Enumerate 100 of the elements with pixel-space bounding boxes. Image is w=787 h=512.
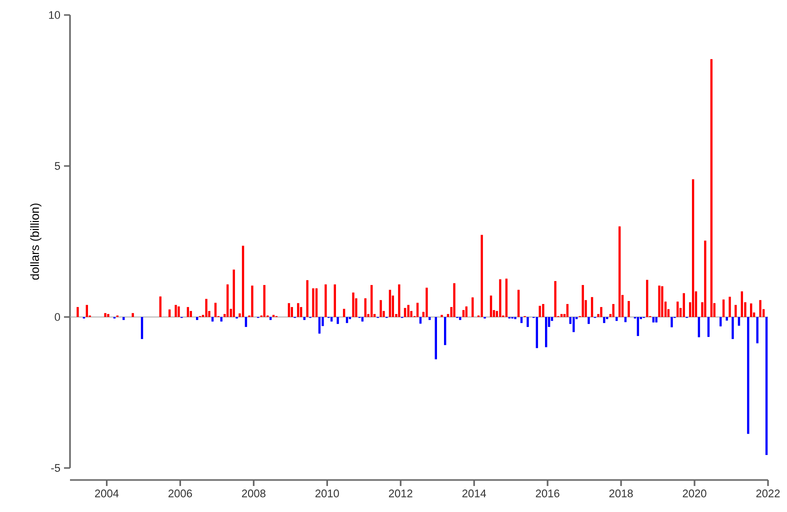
bar — [220, 317, 222, 322]
bar — [398, 284, 400, 317]
bar — [459, 317, 462, 320]
bar — [759, 300, 762, 317]
bar — [190, 310, 192, 317]
bar — [616, 317, 618, 321]
x-tick-label: 2016 — [536, 490, 560, 498]
bar — [404, 308, 406, 317]
bar — [334, 284, 336, 317]
bar — [612, 304, 614, 317]
bar — [628, 300, 630, 317]
x-tick-label: 2010 — [315, 490, 339, 498]
bar — [244, 317, 248, 327]
bar — [370, 284, 373, 317]
bar — [722, 299, 725, 317]
y-tick-label: -5 — [51, 464, 60, 472]
bar — [361, 317, 364, 322]
bar — [178, 306, 180, 317]
bar — [288, 303, 290, 317]
bar — [600, 307, 602, 317]
y-tick-label: 10 — [49, 11, 60, 19]
bar — [652, 317, 654, 322]
x-tick-label: 2012 — [388, 490, 412, 498]
bar — [232, 270, 235, 317]
bar — [214, 302, 217, 317]
bar — [428, 317, 431, 320]
bar — [738, 317, 740, 326]
bar — [480, 234, 483, 317]
bar — [290, 307, 293, 317]
bar — [747, 317, 750, 434]
y-tick-label: 5 — [54, 162, 60, 170]
bar — [346, 317, 348, 324]
bar — [263, 284, 266, 317]
x-tick-label: 2022 — [756, 490, 780, 498]
bar — [670, 317, 673, 328]
bar — [732, 317, 734, 340]
bar — [107, 314, 110, 317]
bar — [336, 317, 339, 324]
bar — [86, 304, 88, 317]
bar — [104, 313, 106, 317]
bar — [676, 302, 679, 317]
bar — [242, 246, 244, 317]
x-tick-label: 2020 — [682, 490, 706, 498]
bar — [704, 240, 706, 317]
bar — [734, 304, 737, 317]
x-tick-label: 2004 — [95, 490, 119, 498]
bar — [682, 293, 685, 317]
bar — [186, 307, 190, 317]
bar — [692, 179, 694, 317]
bar — [462, 310, 465, 317]
bar — [572, 317, 575, 332]
bar — [710, 59, 713, 317]
bar — [490, 296, 492, 317]
bar — [728, 296, 731, 317]
bar — [306, 280, 308, 317]
bar — [538, 306, 541, 317]
bar — [582, 284, 584, 317]
bar — [590, 297, 594, 317]
bar — [388, 290, 392, 317]
bar — [159, 296, 162, 317]
bar — [520, 317, 523, 324]
x-tick-label: 2018 — [609, 490, 633, 498]
bar — [380, 300, 382, 317]
bar — [444, 317, 446, 346]
bar — [330, 317, 333, 322]
bar — [205, 298, 208, 317]
bar — [76, 307, 79, 317]
bar — [416, 302, 419, 317]
bar — [588, 317, 590, 324]
bar — [517, 290, 520, 317]
bar — [211, 317, 214, 322]
bar — [132, 313, 134, 317]
bar — [566, 304, 569, 317]
bar — [300, 307, 302, 317]
x-tick-label: 2006 — [168, 490, 192, 498]
bar — [312, 288, 314, 317]
bar — [740, 291, 744, 317]
bar — [707, 317, 710, 337]
bar — [426, 288, 428, 317]
bar — [720, 317, 722, 326]
bar — [545, 317, 548, 348]
bar — [765, 317, 768, 456]
bar — [315, 288, 318, 317]
bar — [505, 278, 508, 317]
bar — [499, 279, 502, 317]
bar — [554, 281, 556, 317]
bar — [698, 317, 700, 338]
bar — [364, 298, 366, 317]
x-tick-label: 2014 — [462, 490, 486, 498]
bar — [603, 317, 606, 324]
bar — [174, 304, 177, 317]
bar — [658, 286, 660, 317]
bar — [655, 317, 658, 322]
bar — [526, 317, 529, 327]
bar — [407, 304, 410, 317]
bar — [434, 317, 438, 360]
bar — [618, 226, 621, 317]
bar — [542, 304, 544, 317]
bar — [140, 317, 144, 340]
bar — [324, 284, 327, 317]
